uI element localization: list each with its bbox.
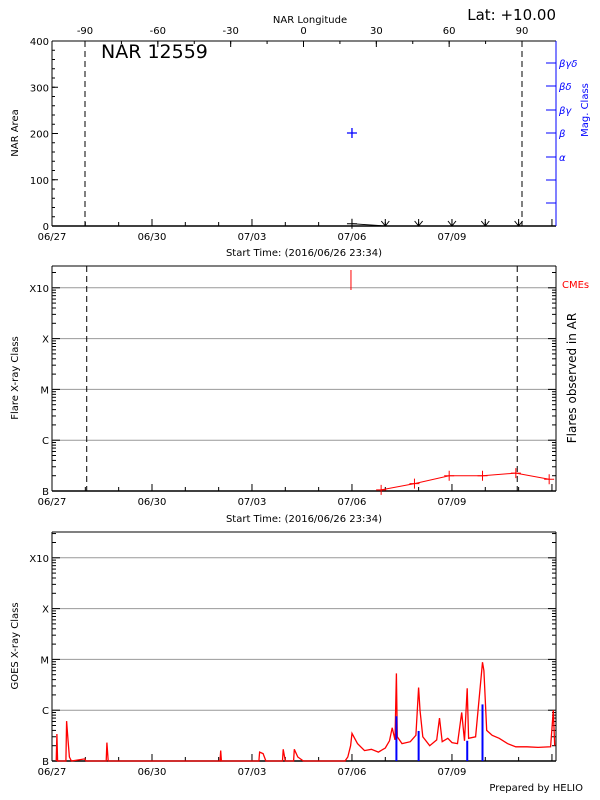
x-axis-label-2: Start Time: (2016/06/26 23:34) [226,514,382,525]
x-tick-label-1: 07/06 [338,232,367,243]
x-tick-label-1: 06/27 [38,232,67,243]
y2-axis-label-mag-class: Mag. Class [580,83,591,137]
x-tick-label-2: 06/27 [38,497,67,508]
x-tick-label-1: 07/03 [238,232,267,243]
x-tick-label-2: 07/03 [238,497,267,508]
y-tick-label-class: X10 [29,284,49,295]
top-axis-label: NAR Longitude [273,15,347,26]
x-tick-label-2: 06/30 [138,497,167,508]
y-tick-label-class: X [42,605,49,616]
flare-marker [444,470,455,481]
top-tick-label: -30 [222,26,238,37]
x-tick-label-2: 07/09 [438,497,467,508]
chart-title: NAR 12559 [101,41,208,63]
flare-marker [477,470,488,481]
y-axis-label-goes: GOES X-ray Class [10,602,21,689]
y-tick-label-class: C [42,436,49,447]
y-tick-label-class: C [42,706,49,717]
mag-class-label: βγδ [558,59,577,70]
y-tick-label-class: M [40,655,49,666]
x-axis-label-1: Start Time: (2016/06/26 23:34) [226,248,382,259]
y2-axis-label-flares: Flares observed in AR [565,313,579,443]
y-axis-label-flare-class: Flare X-ray Class [10,336,21,420]
x-tick-label-3: 06/30 [138,767,167,778]
x-tick-label-3: 07/03 [238,767,267,778]
flare-series-line [381,472,550,491]
flare-marker [409,478,420,489]
top-tick-label: 60 [443,26,456,37]
x-tick-label-3: 07/09 [438,767,467,778]
top-tick-label: 0 [300,26,306,37]
y-tick-label-area: 400 [30,37,49,48]
flare-marker [376,484,387,495]
x-tick-label-3: 06/27 [38,767,67,778]
y-tick-label-class: X10 [29,554,49,565]
y-tick-label-class: X [42,335,49,346]
y-tick-label-area: 0 [43,222,49,233]
y-tick-label-area: 200 [30,130,49,141]
x-tick-label-1: 06/30 [138,232,167,243]
x-tick-label-1: 07/09 [438,232,467,243]
mag-class-label: βγ [558,106,572,117]
mag-class-marker [346,128,357,138]
top-tick-label: 90 [516,26,529,37]
area-line [351,223,386,227]
top-tick-label: -90 [77,26,93,37]
flare-marker [544,474,555,485]
x-tick-label-2: 07/06 [338,497,367,508]
y-axis-label-area: NAR Area [10,109,21,156]
latitude-label: Lat: +10.00 [467,6,556,24]
mag-class-label: β [558,129,566,140]
y-tick-label-area: 100 [30,176,49,187]
goes-flux-line [55,662,556,762]
cme-label: CMEs [562,280,589,291]
mag-class-label: α [559,153,566,164]
y-tick-label-class: B [42,487,49,498]
y-tick-label-class: M [40,385,49,396]
y-tick-label-area: 300 [30,83,49,94]
top-tick-label: 30 [370,26,383,37]
x-tick-label-3: 07/06 [338,767,367,778]
flare-marker [510,468,521,479]
footer-credit: Prepared by HELIO [489,783,583,794]
mag-class-label: βδ [558,82,572,93]
top-tick-label: -60 [150,26,166,37]
y-tick-label-class: B [42,757,49,768]
